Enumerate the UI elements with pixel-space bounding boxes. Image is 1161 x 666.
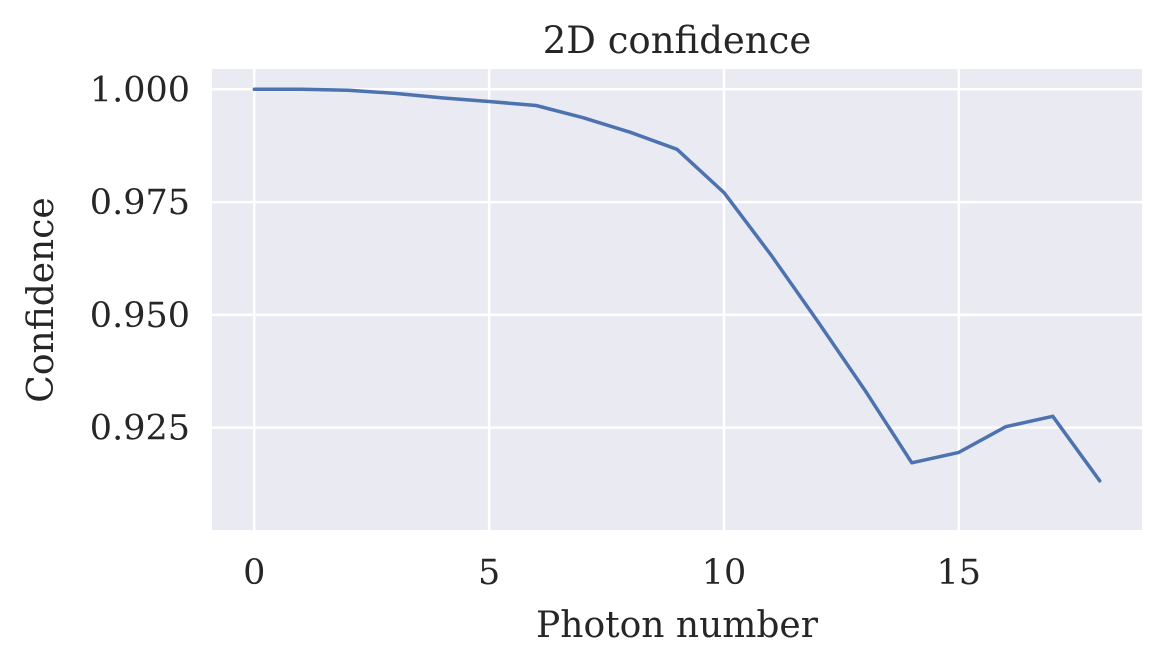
series-line xyxy=(252,87,1102,483)
series-group xyxy=(252,87,1102,483)
x-tick-labels: 0 5 10 15 xyxy=(243,553,981,593)
x-tick-label: 5 xyxy=(478,553,500,593)
x-axis-label: Photon number xyxy=(536,605,819,646)
plot-background xyxy=(212,69,1142,530)
chart-title: 2D confidence xyxy=(543,19,812,62)
y-axis-label: Confidence xyxy=(21,197,62,402)
x-tick-label: 10 xyxy=(702,553,747,593)
y-tick-labels: 0.925 0.950 0.975 1.000 xyxy=(90,70,190,448)
grid-lines xyxy=(212,69,1142,530)
x-tick-label: 0 xyxy=(243,553,265,593)
y-tick-label: 1.000 xyxy=(90,70,190,110)
y-tick-label: 0.975 xyxy=(90,183,190,223)
y-tick-label: 0.925 xyxy=(90,409,190,449)
y-tick-label: 0.950 xyxy=(90,296,190,336)
x-tick-label: 15 xyxy=(937,553,982,593)
